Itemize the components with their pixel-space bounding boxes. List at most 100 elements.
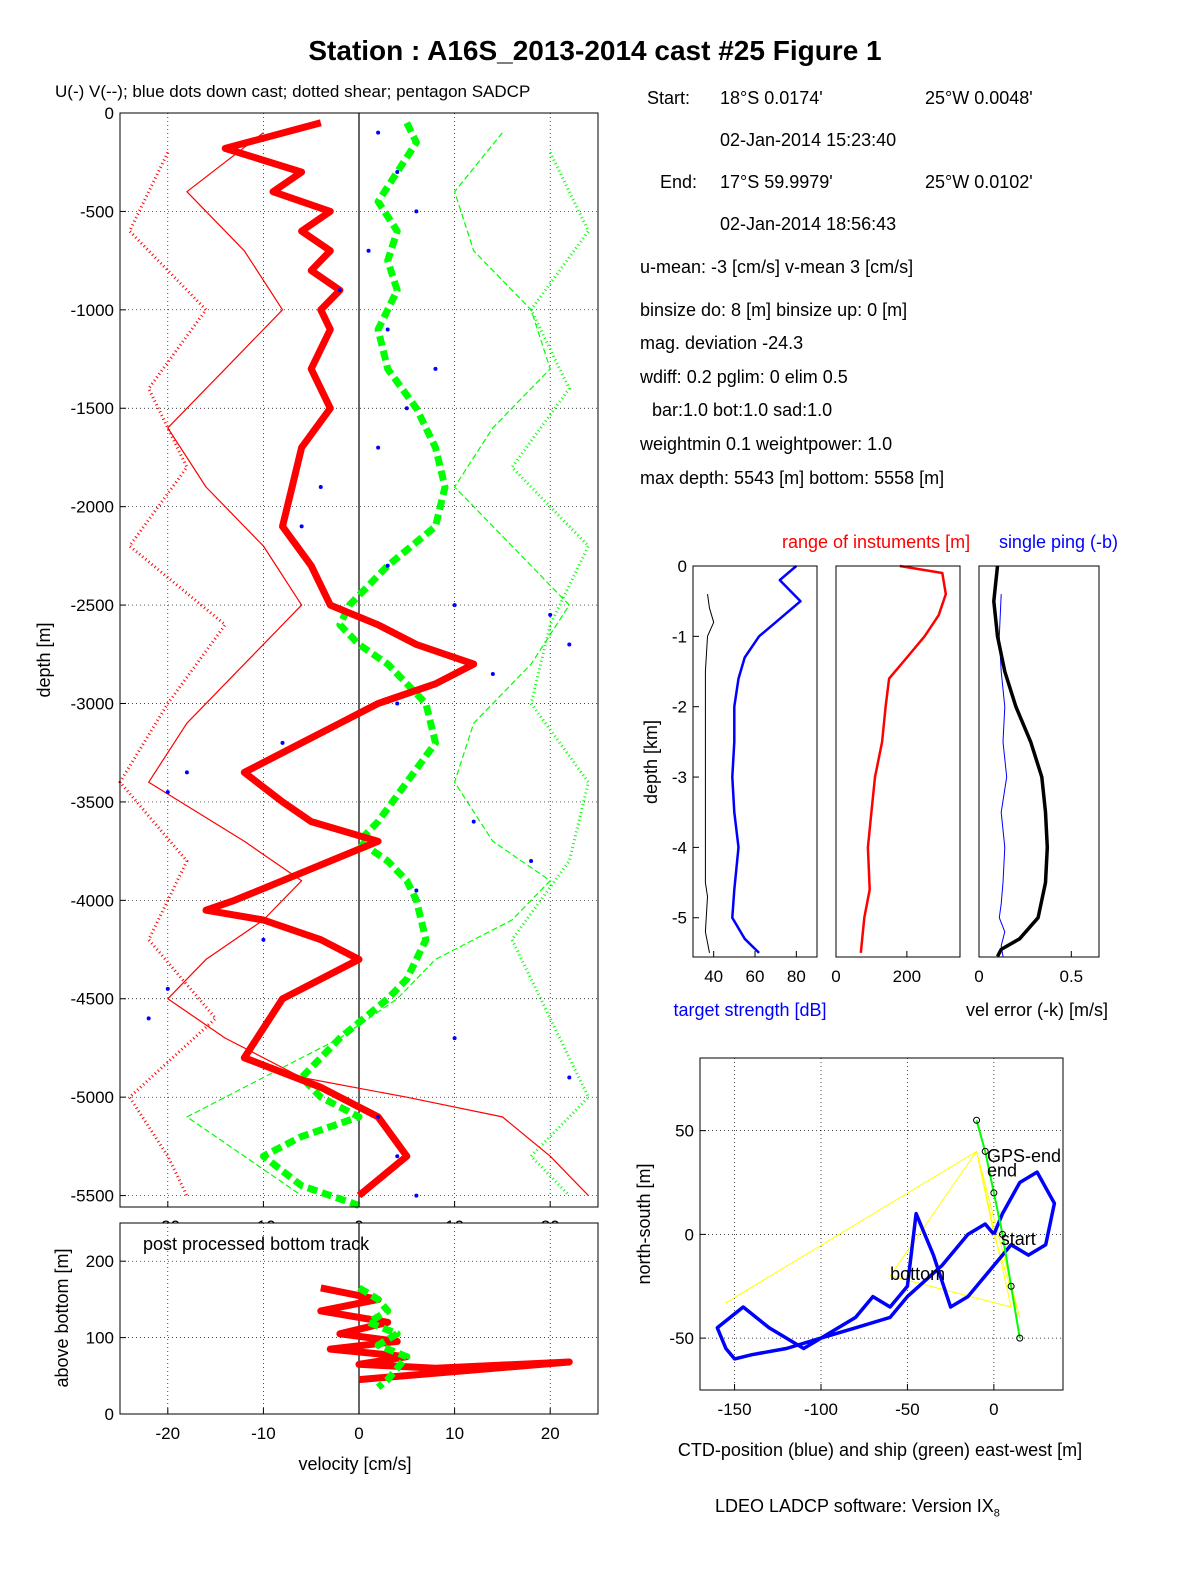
blue-dot xyxy=(376,130,381,135)
tick-label-x: -20 xyxy=(156,1424,181,1443)
blue-dot xyxy=(280,740,285,745)
tick-label-x: -10 xyxy=(251,1424,276,1443)
ship-marker xyxy=(981,1147,989,1155)
tick-label-x: -50 xyxy=(895,1400,920,1419)
north-south-axis-label: north-south [m] xyxy=(634,1163,654,1284)
vel-error-line xyxy=(992,565,1050,958)
blue-dot xyxy=(567,1075,572,1080)
software-version-text: LDEO LADCP software: Version IX xyxy=(715,1496,994,1516)
tick-label-y: -1 xyxy=(672,627,687,646)
tick-label-y: -4 xyxy=(672,838,687,857)
start-label: Start: xyxy=(647,88,691,108)
blue-dot xyxy=(395,170,400,175)
tick-label-x: 0 xyxy=(974,967,983,986)
plot-background xyxy=(979,566,1099,957)
bottom-track-u xyxy=(317,1284,573,1384)
tick-label-y: -3 xyxy=(672,768,687,787)
blue-dot xyxy=(452,603,457,608)
main-y-axis-label: depth [m] xyxy=(34,622,54,697)
ship-track xyxy=(975,1120,1021,1339)
noise-line xyxy=(704,594,715,953)
ctd-track xyxy=(715,1170,1057,1361)
tick-label-x: 40 xyxy=(704,967,723,986)
tick-label-x: 20 xyxy=(541,1424,560,1443)
bottom-track-title: post processed bottom track xyxy=(143,1234,370,1254)
blue-dot xyxy=(184,770,189,775)
end-latitude: 17°S 59.9979' xyxy=(720,172,833,192)
blue-dot xyxy=(376,1114,381,1119)
blue-dot xyxy=(376,445,381,450)
blue-dot xyxy=(414,888,419,893)
blue-dot xyxy=(395,701,400,706)
weightmin-info: weightmin 0.1 weightpower: 1.0 xyxy=(640,434,893,454)
vel-error-axis-label: vel error (-k) [m/s] xyxy=(966,1000,1108,1020)
ship-marker xyxy=(1016,1334,1024,1342)
blue-dot xyxy=(385,327,390,332)
tick-label-y: -5000 xyxy=(71,1088,114,1107)
depth-info: max depth: 5543 [m] bottom: 5558 [m] xyxy=(640,468,945,488)
tick-label-x: 60 xyxy=(746,967,765,986)
ship-marker xyxy=(973,1116,981,1124)
range-title: range of instuments [m] xyxy=(782,532,970,552)
single-ping-title: single ping (-b) xyxy=(999,532,1118,552)
plot-frame xyxy=(699,1057,1064,1391)
tick-label-y: -3500 xyxy=(71,793,114,812)
annotation-start: start xyxy=(1001,1229,1036,1249)
plot-background xyxy=(693,566,817,957)
annotation-gps-end: GPS-end xyxy=(987,1146,1061,1166)
tick-label-x: 10 xyxy=(445,1424,464,1443)
tick-label-x: 0.5 xyxy=(1059,967,1083,986)
blue-dot xyxy=(404,406,409,411)
blue-dot xyxy=(366,248,371,253)
blue-dot xyxy=(146,1016,151,1021)
plot-frame xyxy=(978,565,1100,958)
yellow-track xyxy=(725,1150,1021,1318)
tick-label-y: 0 xyxy=(685,1225,694,1244)
blue-dot xyxy=(529,858,534,863)
ship-marker xyxy=(990,1189,998,1197)
plot-background xyxy=(836,566,960,957)
start-latitude: 18°S 0.0174' xyxy=(720,88,823,108)
software-version: LDEO LADCP software: Version IX8 xyxy=(715,1496,1000,1520)
tick-label-y: -4500 xyxy=(71,990,114,1009)
wdiff-info: wdiff: 0.2 pglim: 0 elim 0.5 xyxy=(640,367,848,387)
tick-label-x: -100 xyxy=(804,1400,838,1419)
velocity-axis-label: velocity [cm/s] xyxy=(298,1454,411,1474)
blue-dot xyxy=(337,288,342,293)
plot-background xyxy=(700,1058,1063,1390)
target-strength-axis-label: target strength [dB] xyxy=(673,1000,826,1020)
blue-dot xyxy=(414,1193,419,1198)
binsize-info: binsize do: 8 [m] binsize up: 0 [m] xyxy=(640,300,908,320)
end-time: 02-Jan-2014 18:56:43 xyxy=(720,214,897,234)
series-u xyxy=(202,119,478,1199)
target-strength-line xyxy=(731,565,802,954)
tick-label-y: 0 xyxy=(105,1405,114,1424)
tick-label-x: 200 xyxy=(893,967,921,986)
annotation-end: end xyxy=(987,1160,1017,1180)
tick-label-x: 0 xyxy=(831,967,840,986)
blue-dot xyxy=(490,671,495,676)
chart-range: 0 200 range of instuments [m] xyxy=(782,532,970,986)
tick-label-x: 0 xyxy=(354,1424,363,1443)
plot-frame xyxy=(835,565,961,958)
plot-area: -20-10010200-500-1000-1500-2000-2500-300… xyxy=(34,104,1118,1474)
end-longitude: 25°W 0.0102' xyxy=(925,172,1033,192)
tick-label-y: -5 xyxy=(672,909,687,928)
weights-info: bar:1.0 bot:1.0 sad:1.0 xyxy=(652,400,833,420)
blue-dot xyxy=(395,1154,400,1159)
tick-label-y: -5500 xyxy=(71,1187,114,1206)
tick-label-y: 200 xyxy=(86,1252,114,1271)
ship-marker xyxy=(1007,1282,1015,1290)
blue-dot xyxy=(299,524,304,529)
above-bottom-axis-label: above bottom [m] xyxy=(52,1248,72,1387)
depth-km-axis-label: depth [km] xyxy=(641,720,661,804)
blue-dot xyxy=(548,612,553,617)
tick-label-y: 0 xyxy=(105,104,114,123)
end-label: End: xyxy=(660,172,698,192)
blue-dot xyxy=(165,790,170,795)
tick-label-y: -2000 xyxy=(71,498,114,517)
tick-label-y: -1500 xyxy=(71,399,114,418)
